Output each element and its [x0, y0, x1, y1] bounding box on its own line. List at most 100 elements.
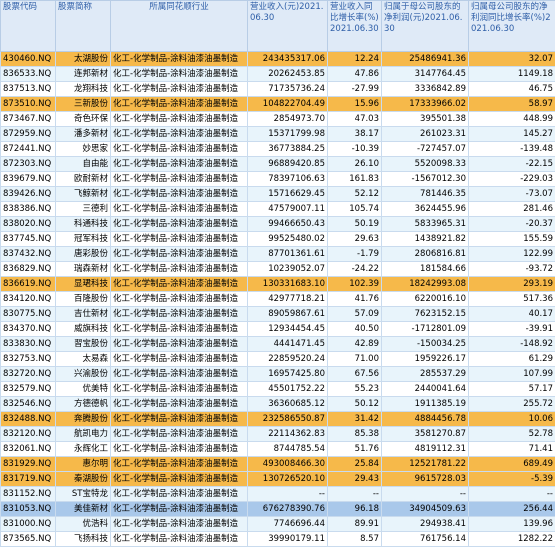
- table-cell: -10.39: [327, 141, 382, 157]
- table-cell: 化工-化学制品-涂料油漆油墨制造: [110, 336, 248, 352]
- table-row[interactable]: 836533.NQ 连邦新材 化工-化学制品-涂料油漆油墨制造 20262453.85…: [0, 66, 555, 82]
- table-cell: 832061.NQ: [0, 441, 56, 457]
- column-header[interactable]: 营业收入同比增长率(%)2021.06.30: [327, 0, 382, 52]
- table-row[interactable]: 832120.NQ 航凯电力 化工-化学制品-涂料油漆油墨制造 22114362.83…: [0, 426, 555, 442]
- table-cell: 化工-化学制品-涂料油漆油墨制造: [110, 201, 248, 217]
- column-header[interactable]: 归属母公司股东的净利润同比增长率(%)2021.06.30: [468, 0, 555, 52]
- table-cell: 优浩科: [55, 516, 111, 532]
- table-cell: 130726520.10: [247, 471, 328, 487]
- table-cell: 89059867.61: [247, 306, 328, 322]
- table-cell: 威旗科技: [55, 321, 111, 337]
- table-cell: -1712801.09: [381, 321, 469, 337]
- table-row[interactable]: 831000.NQ 优浩科 化工-化学制品-涂料油漆油墨制造 7746696.44 89…: [0, 516, 555, 532]
- table-row[interactable]: 839426.NQ 飞鲸新材 化工-化学制品-涂料油漆油墨制造 15716629.45…: [0, 186, 555, 202]
- table-row[interactable]: 832753.NQ 太易森 化工-化学制品-涂料油漆油墨制造 22859520.24 7…: [0, 351, 555, 367]
- table-row[interactable]: 834120.NQ 百隆股份 化工-化学制品-涂料油漆油墨制造 42977718.21…: [0, 291, 555, 307]
- table-cell: 16957425.80: [247, 366, 328, 382]
- column-header[interactable]: 股票代码: [0, 0, 56, 52]
- table-cell: 太易森: [55, 351, 111, 367]
- table-cell: 化工-化学制品-涂料油漆油墨制造: [110, 366, 248, 382]
- table-row[interactable]: 832546.NQ 方德德帆 化工-化学制品-涂料油漆油墨制造 36360685.12…: [0, 396, 555, 412]
- table-row[interactable]: 839679.NQ 欧耐新材 化工-化学制品-涂料油漆油墨制造 78397106.63…: [0, 171, 555, 187]
- column-header[interactable]: 所属同花顺行业: [110, 0, 248, 52]
- table-cell: 唐彩股份: [55, 246, 111, 262]
- table-row[interactable]: 872303.NQ 自由能 化工-化学制品-涂料油漆油墨制造 96889420.85 2…: [0, 156, 555, 172]
- table-cell: 10.06: [468, 411, 555, 427]
- table-row[interactable]: 832579.NQ 优美特 化工-化学制品-涂料油漆油墨制造 45501752.22 5…: [0, 381, 555, 397]
- table-cell: -24.22: [327, 261, 382, 277]
- table-cell: 秦湖股份: [55, 471, 111, 487]
- table-cell: -727457.07: [381, 141, 469, 157]
- table-cell: 46.75: [468, 81, 555, 97]
- table-row[interactable]: 836829.NQ 瑞森新材 化工-化学制品-涂料油漆油墨制造 10239052.07…: [0, 261, 555, 277]
- table-cell: 欧耐新材: [55, 171, 111, 187]
- table-row[interactable]: 872959.NQ 潘多新材 化工-化学制品-涂料油漆油墨制造 15371799.98…: [0, 126, 555, 142]
- table-cell: 36773884.25: [247, 141, 328, 157]
- table-cell: 517.36: [468, 291, 555, 307]
- table-row[interactable]: 837432.NQ 唐彩股份 化工-化学制品-涂料油漆油墨制造 87701361.61…: [0, 246, 555, 262]
- table-row[interactable]: 873565.NQ 飞扬科技 化工-化学制品-涂料油漆油墨制造 39990179.11…: [0, 531, 555, 547]
- table-row[interactable]: 430460.NQ 太湖股份 化工-化学制品-涂料油漆油墨制造 243435317.0…: [0, 51, 555, 67]
- table-row[interactable]: 837745.NQ 冠军科技 化工-化学制品-涂料油漆油墨制造 99525480.02…: [0, 231, 555, 247]
- table-row[interactable]: 831719.NQ 秦湖股份 化工-化学制品-涂料油漆油墨制造 130726520.1…: [0, 471, 555, 487]
- table-cell: 奇色环保: [55, 111, 111, 127]
- table-cell: 3147764.45: [381, 66, 469, 82]
- table-row[interactable]: 832720.NQ 兴渝股份 化工-化学制品-涂料油漆油墨制造 16957425.80…: [0, 366, 555, 382]
- column-header[interactable]: 股票简称: [55, 0, 111, 52]
- table-cell: 化工-化学制品-涂料油漆油墨制造: [110, 471, 248, 487]
- table-row[interactable]: 831053.NQ 美佳新材 化工-化学制品-涂料油漆油墨制造 676278390.7…: [0, 501, 555, 517]
- table-cell: 89.91: [327, 516, 382, 532]
- table-row[interactable]: 836619.NQ 显珺科技 化工-化学制品-涂料油漆油墨制造 130331683.1…: [0, 276, 555, 292]
- table-cell: 三新股份: [55, 96, 111, 112]
- table-row[interactable]: 833830.NQ 習宝股份 化工-化学制品-涂料油漆油墨制造 4441471.45 4…: [0, 336, 555, 352]
- table-row[interactable]: 830775.NQ 吉仕新材 化工-化学制品-涂料油漆油墨制造 89059867.61…: [0, 306, 555, 322]
- table-cell: 36360685.12: [247, 396, 328, 412]
- table-cell: 839426.NQ: [0, 186, 56, 202]
- table-cell: 化工-化学制品-涂料油漆油墨制造: [110, 396, 248, 412]
- table-cell: 化工-化学制品-涂料油漆油墨制造: [110, 171, 248, 187]
- table-cell: 妙思家: [55, 141, 111, 157]
- column-header[interactable]: 归属于母公司股东的净利润(元)2021.06.30: [381, 0, 469, 52]
- table-row[interactable]: 831152.NQ ST宝特龙 化工-化学制品-涂料油漆油墨制造 -- -- -- --: [0, 486, 555, 502]
- table-cell: 兴渝股份: [55, 366, 111, 382]
- table-cell: 61.29: [468, 351, 555, 367]
- column-header[interactable]: 营业收入(元)2021.06.30: [247, 0, 328, 52]
- table-cell: 化工-化学制品-涂料油漆油墨制造: [110, 321, 248, 337]
- table-row[interactable]: 837513.NQ 龙翔科技 化工-化学制品-涂料油漆油墨制造 71735736.24…: [0, 81, 555, 97]
- table-cell: 潘多新材: [55, 126, 111, 142]
- table-cell: 39990179.11: [247, 531, 328, 547]
- table-cell: 47.86: [327, 66, 382, 82]
- table-row[interactable]: 873510.NQ 三新股份 化工-化学制品-涂料油漆油墨制造 104822704.4…: [0, 96, 555, 112]
- table-cell: 243435317.06: [247, 51, 328, 67]
- table-row[interactable]: 872441.NQ 妙思家 化工-化学制品-涂料油漆油墨制造 36773884.25-…: [0, 141, 555, 157]
- table-row[interactable]: 832061.NQ 永辉化工 化工-化学制品-涂料油漆油墨制造 8744785.54 5…: [0, 441, 555, 457]
- table-cell: 430460.NQ: [0, 51, 56, 67]
- table-row[interactable]: 831929.NQ 惠尔明 化工-化学制品-涂料油漆油墨制造 493008466.30…: [0, 456, 555, 472]
- table-cell: 10239052.07: [247, 261, 328, 277]
- table-cell: 32.07: [468, 51, 555, 67]
- table-cell: 832120.NQ: [0, 426, 56, 442]
- table-cell: 8744785.54: [247, 441, 328, 457]
- table-cell: 872303.NQ: [0, 156, 56, 172]
- header-row: 股票代码 股票简称 所属同花顺行业 营业收入(元)2021.06.30 营业收入同比增长…: [0, 0, 555, 52]
- table-cell: 化工-化学制品-涂料油漆油墨制造: [110, 66, 248, 82]
- table-cell: 冠军科技: [55, 231, 111, 247]
- table-cell: 47579007.11: [247, 201, 328, 217]
- table-cell: 4884456.78: [381, 411, 469, 427]
- table-cell: 化工-化学制品-涂料油漆油墨制造: [110, 426, 248, 442]
- table-row[interactable]: 832488.NQ 奔腾股份 化工-化学制品-涂料油漆油墨制造 232586550.8…: [0, 411, 555, 427]
- table-cell: 145.27: [468, 126, 555, 142]
- table-cell: 838020.NQ: [0, 216, 56, 232]
- table-row[interactable]: 834370.NQ 威旗科技 化工-化学制品-涂料油漆油墨制造 12934454.45…: [0, 321, 555, 337]
- table-cell: 17333966.02: [381, 96, 469, 112]
- table-row[interactable]: 873467.NQ 奇色环保 化工-化学制品-涂料油漆油墨制造 2854973.70 4…: [0, 111, 555, 127]
- table-cell: 惠尔明: [55, 456, 111, 472]
- table-cell: 52.78: [468, 426, 555, 442]
- table-cell: 化工-化学制品-涂料油漆油墨制造: [110, 261, 248, 277]
- table-row[interactable]: 838020.NQ 科通科技 化工-化学制品-涂料油漆油墨制造 99466650.43…: [0, 216, 555, 232]
- table-row[interactable]: 838386.NQ 三德利 化工-化学制品-涂料油漆油墨制造 47579007.11 1…: [0, 201, 555, 217]
- table-cell: 1911385.19: [381, 396, 469, 412]
- table-cell: 瑞森新材: [55, 261, 111, 277]
- table-cell: 连邦新材: [55, 66, 111, 82]
